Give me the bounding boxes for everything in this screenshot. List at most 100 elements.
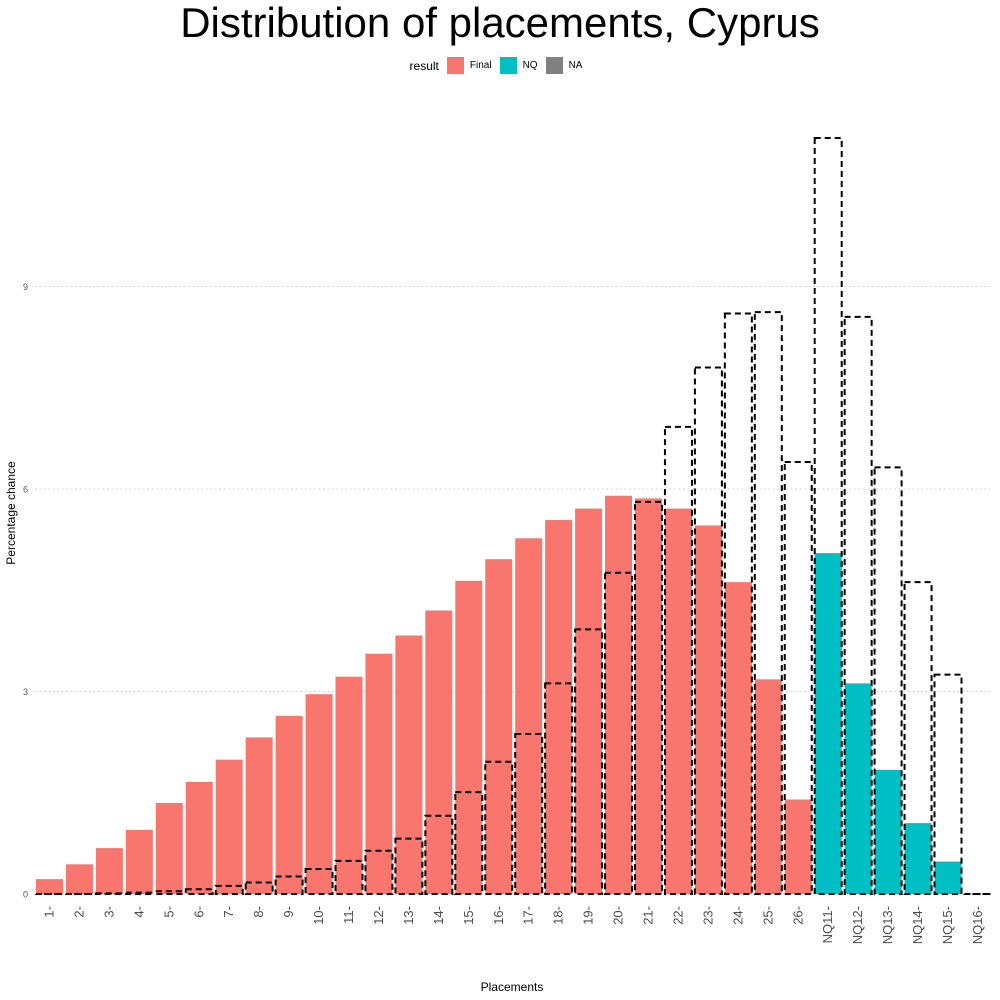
bar-NQ15- — [934, 861, 962, 894]
x-tick-label: 24- — [730, 906, 745, 925]
bar-20- — [605, 495, 633, 894]
bar-18- — [545, 520, 573, 894]
x-tick-label: 16- — [491, 906, 506, 925]
bar-24- — [724, 582, 752, 894]
bar-5- — [155, 802, 183, 894]
x-tick-label: 11- — [341, 906, 356, 924]
x-tick-label: 25- — [760, 906, 775, 925]
legend-label-final: Final — [469, 60, 492, 71]
legend-item-final: Final — [446, 57, 492, 74]
legend-item-na: NA — [545, 57, 583, 74]
bar-12- — [365, 653, 393, 894]
x-tick-label: 15- — [461, 906, 476, 925]
x-tick-label: 3- — [101, 906, 116, 918]
y-tick-labels: 0 3 6 9 — [23, 282, 28, 900]
x-tick-label: NQ14- — [910, 906, 925, 944]
bars — [36, 495, 962, 894]
x-tick-label: 8- — [251, 906, 266, 918]
x-tick-label: 12- — [371, 906, 386, 925]
x-tick-label: 26- — [790, 906, 805, 925]
legend-swatch-nq — [499, 57, 517, 74]
outline-bar-9- — [274, 875, 304, 896]
bar-7- — [215, 759, 243, 894]
x-tick-label: 10- — [311, 906, 326, 925]
outline-bar-4- — [124, 891, 154, 896]
y-tick-label: 3 — [23, 687, 28, 697]
outline-bar-NQ15- — [933, 673, 963, 895]
x-tick-label: 18- — [551, 906, 566, 925]
x-tick-label: NQ12- — [850, 906, 865, 944]
bar-8- — [245, 737, 273, 894]
legend: result Final NQ NA — [0, 57, 1000, 74]
outline-bar-19- — [574, 628, 604, 896]
outline-bar-23- — [693, 366, 723, 895]
legend-label-nq: NQ — [522, 60, 538, 71]
outline-bar-16- — [484, 760, 514, 896]
bar-26- — [784, 799, 812, 894]
bar-9- — [275, 715, 303, 894]
legend-label-na: NA — [568, 60, 583, 71]
legend-swatch-final — [446, 57, 464, 74]
bar-1- — [36, 879, 63, 894]
bar-17- — [515, 538, 543, 894]
x-tick-label: 22- — [670, 906, 685, 925]
outline-bar-15- — [454, 791, 484, 896]
bar-10- — [305, 694, 333, 894]
outline-bar-NQ11- — [813, 137, 843, 895]
x-tick-label: NQ16- — [970, 906, 985, 944]
bar-6- — [185, 781, 213, 894]
outline-bar-20- — [604, 571, 634, 895]
x-tick-label: 9- — [281, 906, 296, 918]
x-tick-label: 2- — [71, 906, 86, 918]
legend-swatch-na — [545, 57, 563, 74]
x-tick-label: NQ15- — [940, 906, 955, 944]
outline-bar-NQ14- — [903, 581, 933, 896]
chart-title: Distribution of placements, Cyprus — [180, 0, 820, 46]
outline-bar-22- — [663, 425, 693, 895]
x-tick-label: 20- — [611, 906, 626, 925]
outline-bar-5- — [154, 890, 184, 895]
outline-bar-NQ12- — [843, 315, 873, 895]
bar-16- — [485, 559, 513, 894]
y-axis-label: Percentage chance — [4, 461, 18, 565]
bar-2- — [65, 864, 93, 894]
x-tick-label: 13- — [401, 906, 416, 925]
outline-bar-14- — [424, 814, 454, 896]
grid-lines — [35, 286, 990, 895]
outline-bar-NQ13- — [873, 466, 903, 895]
legend-item-nq: NQ — [499, 57, 538, 74]
x-tick-label: 23- — [700, 906, 715, 925]
dashed-outlines — [35, 137, 993, 896]
bar-NQ13- — [874, 769, 902, 894]
y-tick-label: 6 — [23, 485, 28, 495]
x-tick-label: 1- — [42, 906, 57, 918]
outline-bar-24- — [723, 312, 753, 895]
x-tick-label: NQ13- — [880, 906, 895, 944]
outline-bar-3- — [94, 892, 124, 896]
bar-25- — [754, 679, 782, 894]
bar-11- — [335, 676, 363, 894]
outline-bar-18- — [544, 682, 574, 896]
x-tick-label: 4- — [131, 906, 146, 918]
x-tick-label: 5- — [161, 906, 176, 918]
bar-4- — [125, 829, 153, 894]
outline-bar-6- — [184, 888, 214, 896]
y-tick-label: 9 — [23, 282, 28, 292]
bar-23- — [694, 525, 722, 894]
x-tick-label: 17- — [521, 906, 536, 925]
bar-3- — [95, 848, 123, 894]
y-tick-label: 0 — [23, 890, 28, 900]
bar-13- — [395, 635, 423, 894]
bar-NQ12- — [844, 683, 872, 894]
x-tick-label: 21- — [641, 906, 656, 925]
x-tick-label: NQ11- — [820, 906, 835, 943]
bar-19- — [575, 508, 603, 894]
outline-bar-25- — [753, 311, 783, 895]
bar-14- — [425, 610, 453, 894]
bar-15- — [455, 580, 483, 894]
x-tick-label: 7- — [221, 906, 236, 918]
x-tick-label: 6- — [191, 906, 206, 918]
legend-title: result — [409, 58, 439, 73]
x-tick-label: 14- — [431, 906, 446, 925]
